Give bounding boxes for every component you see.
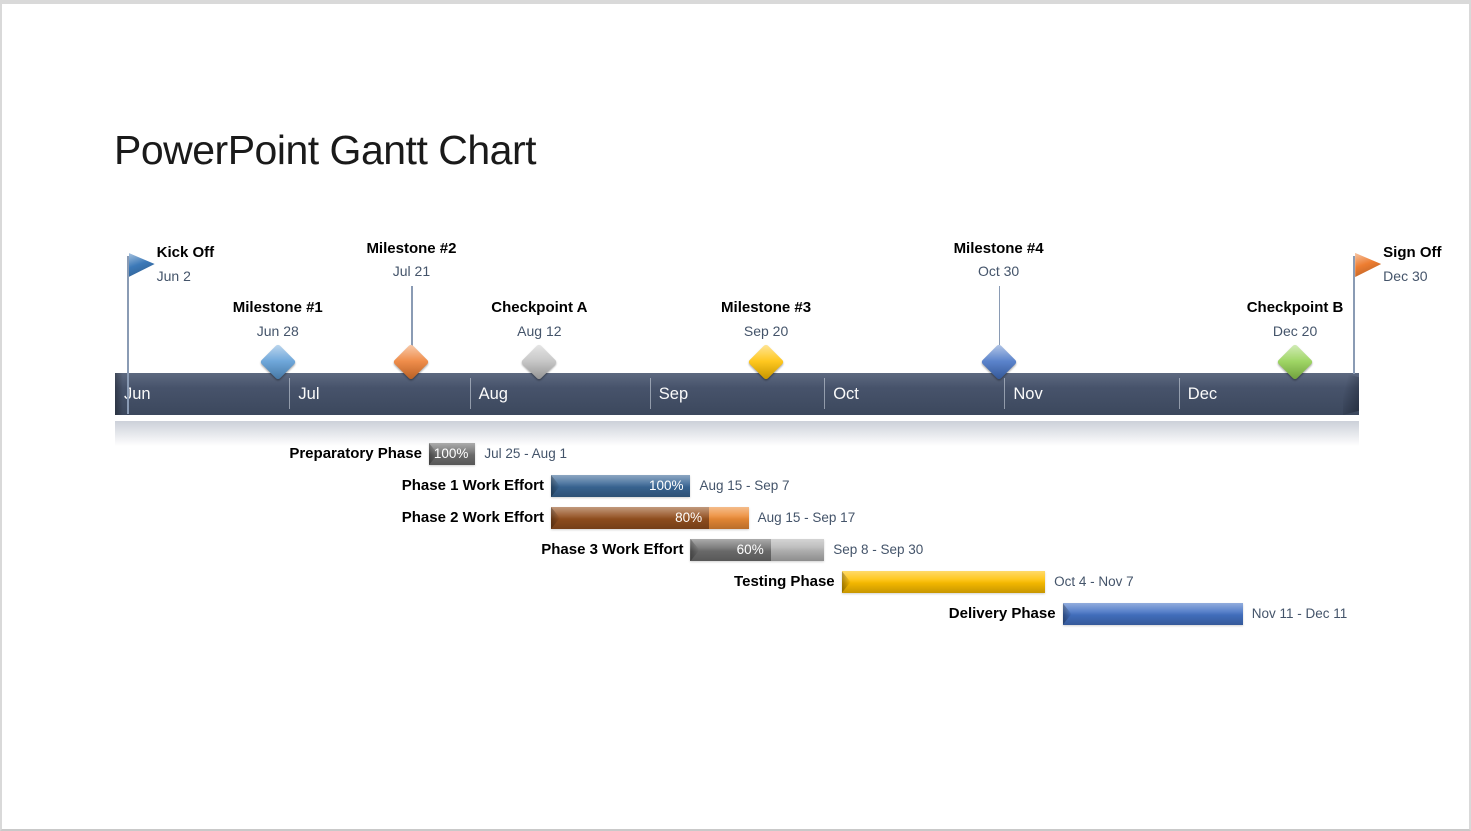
month-separator	[1004, 378, 1006, 409]
task-percent-label: 80%	[675, 510, 703, 525]
milestone-label: Kick Off	[156, 244, 215, 261]
milestone-date: Dec 30	[1383, 268, 1428, 284]
task-bar: 100%	[428, 443, 476, 465]
milestone-date: Dec 20	[1272, 323, 1318, 339]
month-tick-label: Jun	[124, 385, 151, 403]
flag-pole	[1353, 256, 1356, 374]
task-bar-complete	[841, 571, 1046, 593]
task-bar: 100%	[550, 475, 691, 497]
task-percent-label: 60%	[736, 542, 764, 557]
milestone-label: Checkpoint A	[491, 299, 588, 316]
task-bar: 60%	[690, 539, 825, 561]
flag-icon	[1355, 253, 1382, 277]
task-date-range: Sep 8 - Sep 30	[833, 542, 924, 557]
flag-icon	[128, 253, 155, 277]
milestone-date: Jul 21	[392, 263, 431, 279]
flag-pole	[126, 256, 129, 414]
milestone-connector-line	[998, 286, 1001, 350]
task-date-range: Aug 15 - Sep 7	[699, 478, 790, 493]
month-separator	[469, 378, 471, 409]
task-label: Phase 2 Work Effort	[401, 509, 544, 526]
month-separator	[824, 378, 826, 409]
task-percent-label: 100%	[433, 446, 469, 461]
milestone-label: Milestone #4	[953, 240, 1044, 257]
task-date-range: Aug 15 - Sep 17	[757, 510, 856, 525]
task-bar-complete	[690, 539, 771, 561]
milestone-label: Checkpoint B	[1246, 299, 1344, 316]
milestone-label: Sign Off	[1383, 244, 1442, 261]
task-bar-complete	[550, 475, 691, 497]
timeline-reflection	[115, 421, 1359, 449]
task-bar	[841, 571, 1046, 593]
task-label: Testing Phase	[734, 573, 835, 590]
task-label: Preparatory Phase	[289, 445, 422, 462]
milestone-date: Sep 20	[743, 323, 789, 339]
task-label: Phase 3 Work Effort	[541, 541, 684, 558]
month-separator	[1178, 378, 1180, 409]
month-tick-label: Aug	[478, 385, 508, 403]
month-separator	[649, 378, 651, 409]
milestone-date: Jun 28	[256, 323, 299, 339]
month-tick-label: Jul	[298, 385, 320, 403]
task-date-range: Jul 25 - Aug 1	[484, 446, 567, 461]
month-separator	[289, 378, 291, 409]
milestone-label: Milestone #2	[366, 240, 457, 257]
milestone-label: Milestone #3	[721, 299, 812, 316]
task-bar-complete	[1062, 603, 1243, 625]
milestone-date: Aug 12	[517, 323, 562, 339]
task-date-range: Oct 4 - Nov 7	[1054, 574, 1134, 589]
task-label: Delivery Phase	[948, 605, 1056, 622]
task-date-range: Nov 11 - Dec 11	[1251, 606, 1348, 621]
page-title: PowerPoint Gantt Chart	[114, 127, 536, 174]
month-tick-label: Nov	[1013, 385, 1043, 403]
timeline-band	[115, 373, 1359, 415]
task-bar	[1062, 603, 1243, 625]
task-label: Phase 1 Work Effort	[401, 477, 544, 494]
milestone-label: Milestone #1	[232, 299, 323, 316]
task-percent-label: 100%	[648, 478, 684, 493]
month-tick-label: Sep	[658, 385, 689, 403]
milestone-date: Jun 2	[156, 268, 191, 284]
month-tick-label: Oct	[833, 385, 859, 403]
task-bar-complete	[428, 443, 476, 465]
milestone-date: Oct 30	[977, 263, 1020, 279]
task-bar: 80%	[550, 507, 749, 529]
task-bar-complete	[550, 507, 710, 529]
milestone-connector-line	[411, 286, 413, 350]
month-tick-label: Dec	[1187, 385, 1218, 403]
